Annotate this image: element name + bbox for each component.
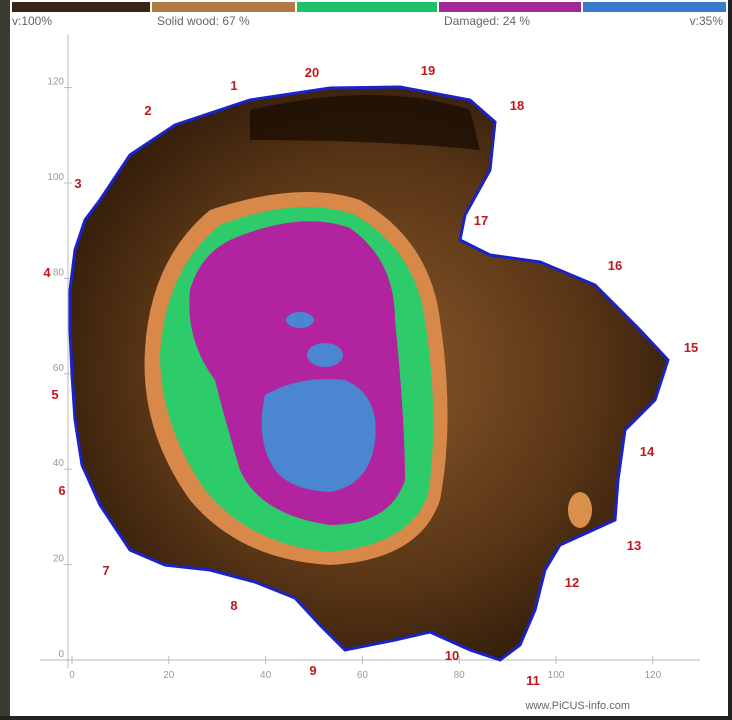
sensor-label: 18: [510, 98, 524, 113]
sensor-label: 19: [421, 63, 435, 78]
sensor-label: 8: [230, 598, 237, 613]
sensor-label: 2: [144, 103, 151, 118]
legend-swatch: [12, 2, 150, 12]
sensor-label: 10: [445, 648, 459, 663]
photo-edge: [0, 0, 10, 720]
sensor-label: 6: [58, 483, 65, 498]
x-tick-label: 80: [454, 670, 466, 681]
sensor-label: 20: [305, 65, 319, 80]
y-tick-label: 120: [47, 77, 64, 88]
y-tick-label: 0: [58, 649, 64, 660]
y-tick-label: 20: [53, 554, 65, 565]
sensor-label: 15: [684, 340, 698, 355]
x-tick-label: 100: [548, 670, 565, 681]
legend-label: Damaged: 24 %: [444, 14, 530, 28]
sensor-label: 4: [43, 265, 51, 280]
blue-zone: [286, 312, 314, 328]
light-zone: [568, 492, 592, 528]
y-tick-label: 100: [47, 172, 64, 183]
legend-swatch: [439, 2, 581, 12]
legend-swatch: [583, 2, 726, 12]
sensor-label: 17: [474, 213, 488, 228]
x-tick-label: 60: [357, 670, 369, 681]
x-tick-label: 40: [260, 670, 272, 681]
page: v:100% Solid wood: 67 % Damaged: 24 % v:…: [0, 0, 732, 720]
sensor-label: 1: [230, 78, 237, 93]
legend-label: v:100%: [12, 14, 52, 28]
sensor-label: 9: [309, 663, 316, 678]
footer: www.PiCUS-info.com: [524, 700, 630, 712]
sensor-label: 5: [51, 387, 58, 402]
legend-label: v:35%: [690, 14, 724, 28]
tomogram-view: v:100% Solid wood: 67 % Damaged: 24 % v:…: [0, 0, 732, 720]
sensor-label: 16: [608, 258, 622, 273]
sensor-label: 7: [102, 563, 109, 578]
legend-swatch: [297, 2, 437, 12]
sensor-label: 12: [565, 575, 579, 590]
legend-label: Solid wood: 67 %: [157, 14, 250, 28]
y-tick-label: 60: [53, 363, 65, 374]
y-tick-label: 80: [53, 267, 65, 278]
x-tick-label: 20: [163, 670, 175, 681]
blue-zone: [307, 343, 343, 367]
sensor-label: 14: [640, 444, 655, 459]
legend-swatch: [152, 2, 295, 12]
sensor-label: 11: [526, 673, 540, 688]
sensor-label: 13: [627, 538, 641, 553]
x-tick-label: 0: [69, 670, 75, 681]
x-tick-label: 120: [644, 670, 661, 681]
frame-edge: [0, 716, 732, 720]
y-tick-label: 40: [53, 458, 65, 469]
sensor-label: 3: [74, 176, 81, 191]
frame-edge: [728, 0, 732, 720]
